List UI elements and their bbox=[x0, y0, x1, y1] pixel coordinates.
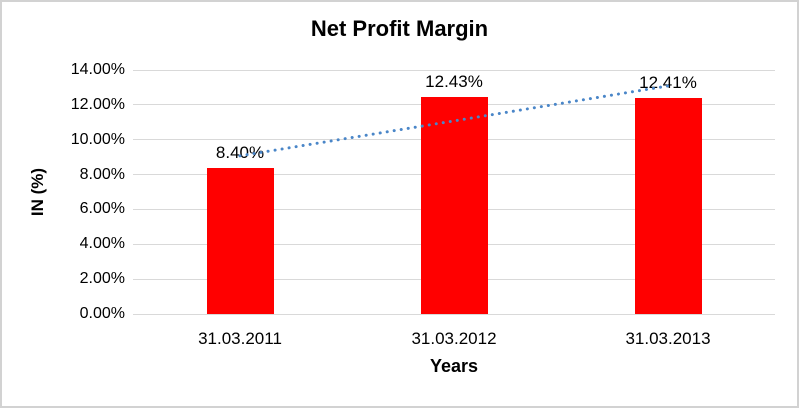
data-label: 12.41% bbox=[639, 72, 697, 92]
chart-title: Net Profit Margin bbox=[310, 16, 489, 41]
x-tick-label: 31.03.2011 bbox=[198, 329, 282, 348]
x-axis-title: Years bbox=[429, 356, 479, 376]
x-tick-label: 31.03.2012 bbox=[411, 329, 497, 348]
gridline bbox=[133, 313, 775, 315]
y-tick-label: 14.00% bbox=[70, 61, 125, 78]
y-tick-label: 4.00% bbox=[79, 235, 125, 253]
bar-31.03.2012 bbox=[420, 97, 488, 314]
y-tick-label: 2.00% bbox=[79, 270, 125, 288]
y-tick-label: 8.00% bbox=[79, 165, 125, 183]
y-tick-label: 10.00% bbox=[70, 130, 125, 148]
data-label: 8.40% bbox=[215, 142, 265, 162]
data-label: 12.43% bbox=[425, 72, 483, 92]
y-tick-label: 12.00% bbox=[70, 95, 125, 113]
x-tick-label: 31.03.2013 bbox=[625, 329, 711, 348]
y-tick-label: 0.00% bbox=[79, 305, 125, 322]
y-tick-label: 6.00% bbox=[79, 200, 125, 218]
bar-31.03.2011 bbox=[206, 167, 274, 314]
bar-31.03.2013 bbox=[634, 97, 702, 314]
gridline bbox=[133, 69, 775, 71]
